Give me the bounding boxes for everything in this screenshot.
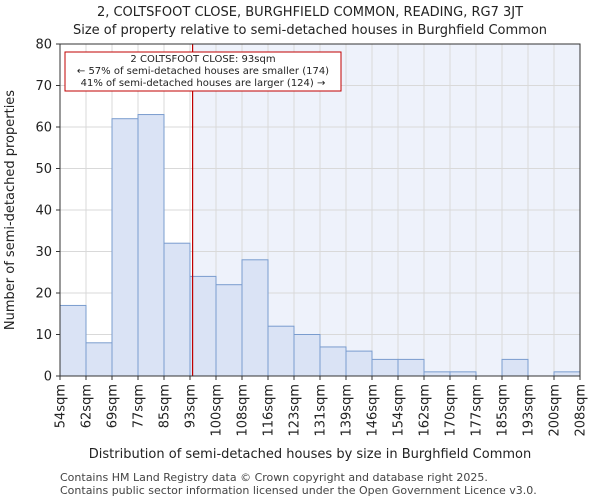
- bar-69sqm: [111, 118, 139, 377]
- footer-line-2: Contains public sector information licen…: [60, 484, 537, 497]
- y-tick-label-20: 20: [35, 287, 52, 302]
- x-tick-label-193sqm: 193sqm: [522, 384, 537, 437]
- y-tick-label-60: 60: [35, 121, 52, 136]
- x-tick-label-146sqm: 146sqm: [366, 384, 381, 437]
- bar-62sqm: [85, 342, 113, 377]
- bar-185sqm: [501, 358, 529, 377]
- x-tick-label-77sqm: 77sqm: [132, 384, 147, 428]
- x-tick-label-170sqm: 170sqm: [444, 384, 459, 437]
- x-tick-label-93sqm: 93sqm: [184, 384, 199, 428]
- bar-139sqm: [345, 350, 373, 377]
- x-axis-label: Distribution of semi-detached houses by …: [89, 447, 531, 462]
- bar-200sqm: [553, 371, 581, 377]
- y-tick-label-10: 10: [35, 328, 52, 343]
- y-tick-label-50: 50: [35, 162, 52, 177]
- y-tick-label-40: 40: [35, 204, 52, 219]
- y-axis-label: Number of semi-detached properties: [3, 90, 18, 330]
- x-tick-label-162sqm: 162sqm: [418, 384, 433, 437]
- bar-162sqm: [423, 371, 451, 377]
- bar-100sqm: [215, 284, 243, 377]
- x-axis-ticks: 54sqm 62sqm 69sqm 77sqm 85sqm 93sqm 100sqm 108s…: [54, 376, 589, 437]
- bar-54sqm: [59, 304, 87, 377]
- x-tick-label-116sqm: 116sqm: [262, 384, 277, 437]
- footer-line-1: Contains HM Land Registry data © Crown c…: [60, 471, 488, 484]
- x-tick-label-62sqm: 62sqm: [80, 384, 95, 428]
- bar-108sqm: [241, 259, 269, 377]
- x-tick-label-139sqm: 139sqm: [340, 384, 355, 437]
- histogram-bars: [59, 114, 581, 377]
- x-tick-label-177sqm: 177sqm: [470, 384, 485, 437]
- y-tick-label-80: 80: [35, 38, 52, 53]
- x-tick-label-69sqm: 69sqm: [106, 384, 121, 428]
- bar-77sqm: [137, 114, 165, 377]
- x-tick-label-54sqm: 54sqm: [54, 384, 69, 428]
- bar-154sqm: [397, 358, 425, 377]
- x-tick-label-131sqm: 131sqm: [314, 384, 329, 437]
- chart-title: 2, COLTSFOOT CLOSE, BURGHFIELD COMMON, R…: [73, 5, 547, 38]
- x-tick-label-200sqm: 200sqm: [548, 384, 563, 437]
- bar-170sqm: [449, 371, 477, 377]
- annotation-line-3: 41% of semi-detached houses are larger (…: [81, 78, 326, 89]
- bar-93sqm: [189, 275, 217, 377]
- chart-title-line-1: 2, COLTSFOOT CLOSE, BURGHFIELD COMMON, R…: [97, 5, 523, 20]
- x-tick-label-123sqm: 123sqm: [288, 384, 303, 437]
- chart-title-line-2: Size of property relative to semi-detach…: [73, 23, 547, 38]
- y-tick-label-70: 70: [35, 79, 52, 94]
- x-tick-label-185sqm: 185sqm: [496, 384, 511, 437]
- y-axis-ticks: 0 10 20 30 40 50 60 70 80: [35, 38, 60, 385]
- bar-131sqm: [319, 346, 347, 377]
- x-tick-label-85sqm: 85sqm: [158, 384, 173, 428]
- bar-146sqm: [371, 358, 399, 377]
- annotation-box: 2 COLTSFOOT CLOSE: 93sqm ← 57% of semi-d…: [64, 51, 342, 92]
- annotation-border: [64, 51, 342, 92]
- x-tick-label-154sqm: 154sqm: [392, 384, 407, 437]
- x-tick-label-108sqm: 108sqm: [236, 384, 251, 437]
- annotation-line-2: ← 57% of semi-detached houses are smalle…: [77, 66, 329, 77]
- y-tick-label-0: 0: [44, 370, 52, 385]
- annotation-line-1: 2 COLTSFOOT CLOSE: 93sqm: [130, 54, 275, 65]
- x-tick-label-100sqm: 100sqm: [210, 384, 225, 437]
- bar-116sqm: [267, 325, 295, 377]
- bar-123sqm: [293, 334, 321, 377]
- y-tick-label-30: 30: [35, 245, 52, 260]
- bar-85sqm: [163, 242, 191, 377]
- x-tick-label-208sqm: 208sqm: [574, 384, 589, 437]
